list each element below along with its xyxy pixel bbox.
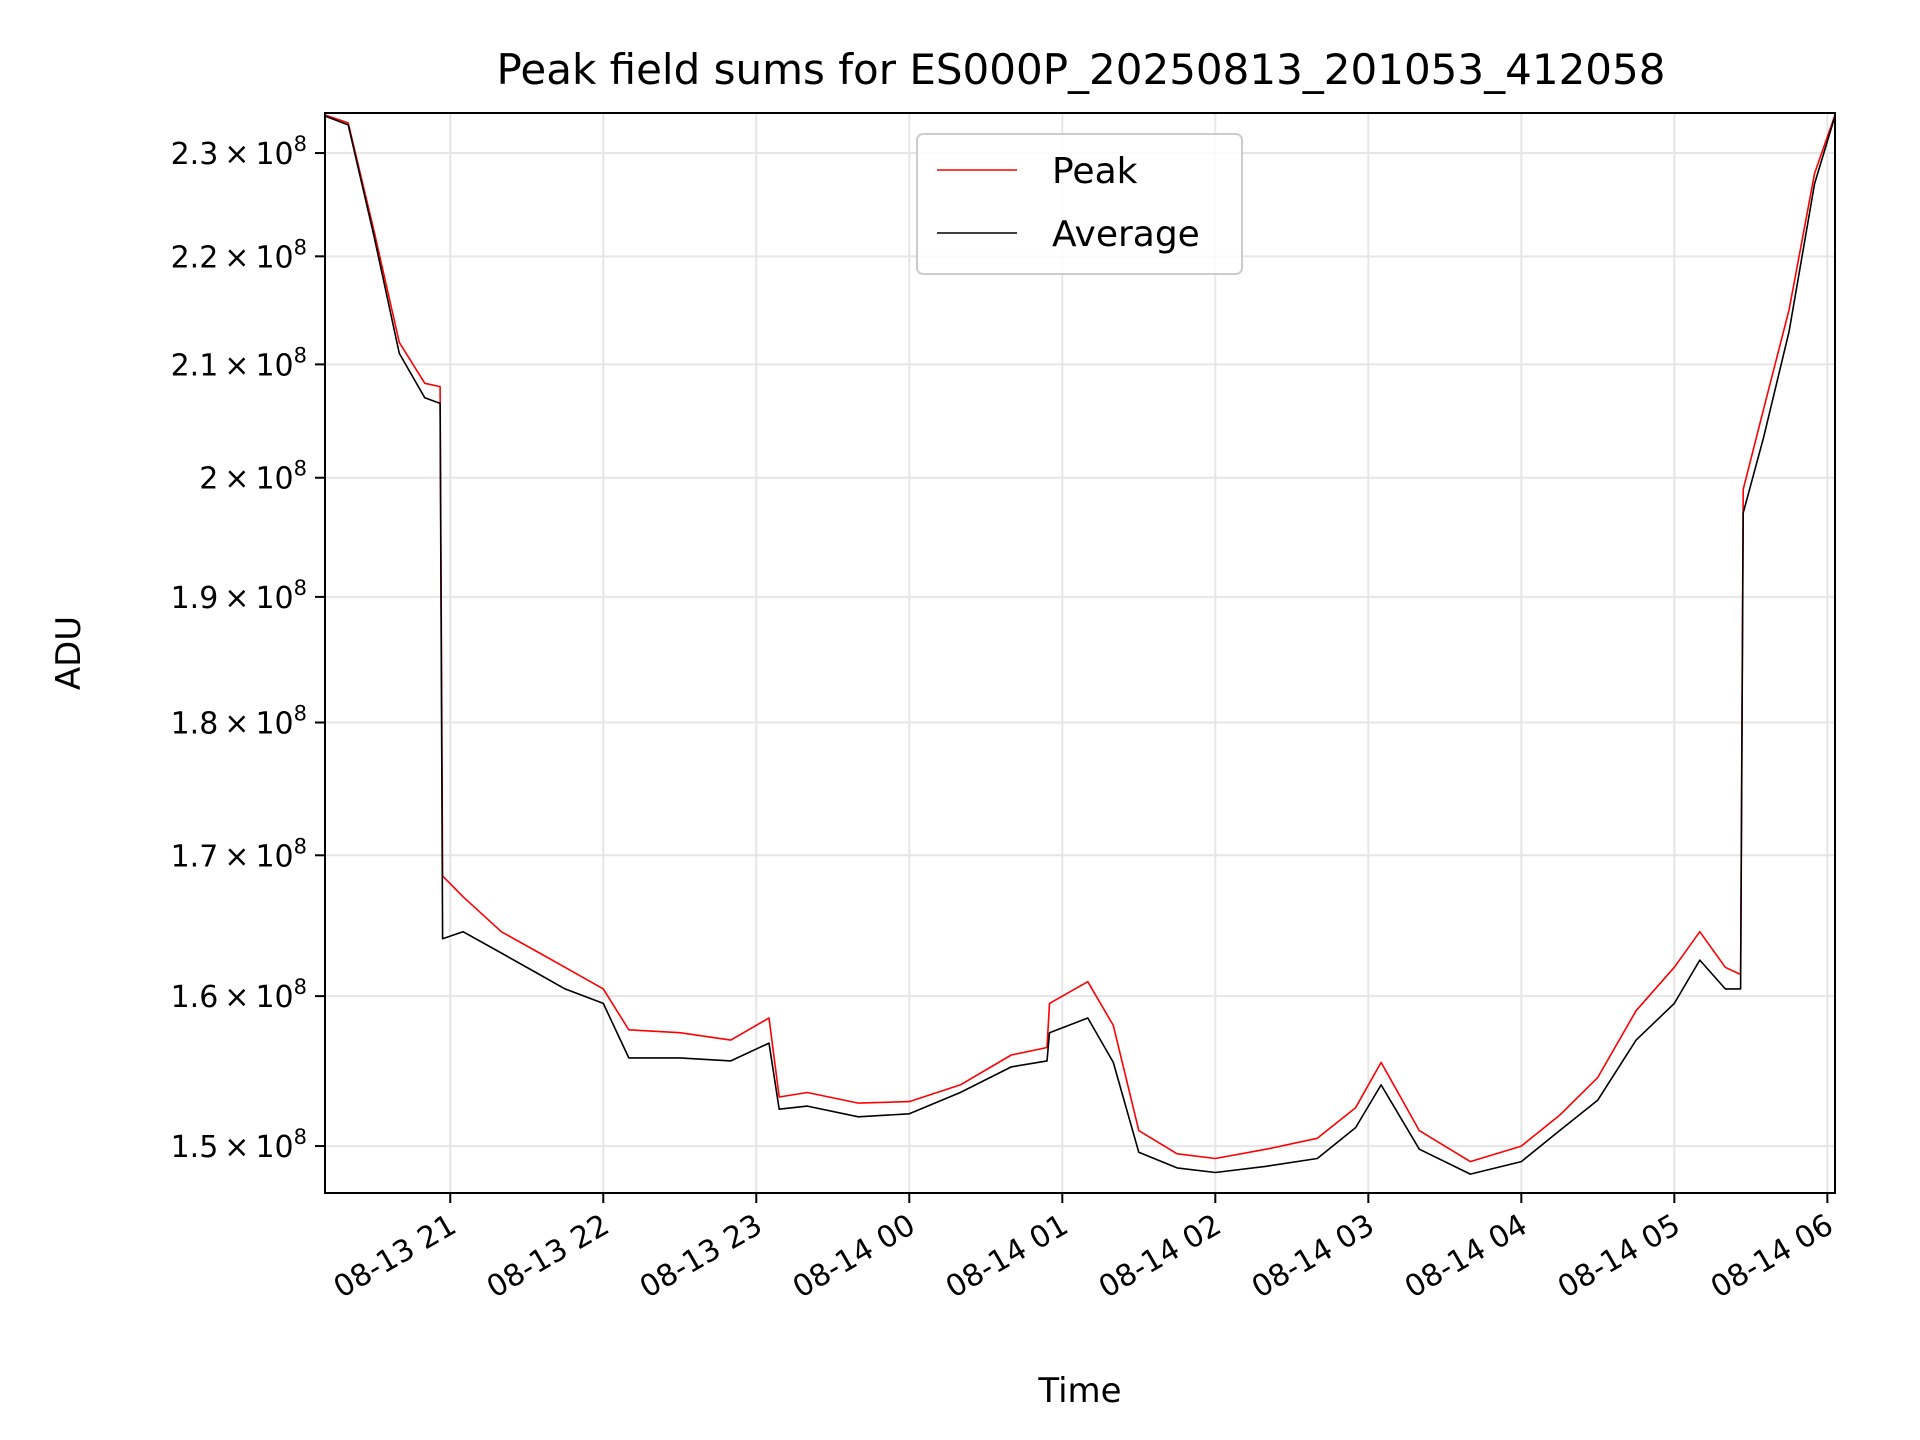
x-tick-label: 08-14 05 xyxy=(1552,1208,1686,1306)
legend-label-average: Average xyxy=(1052,214,1200,255)
grid xyxy=(325,113,1835,1193)
x-tick-label: 08-14 02 xyxy=(1093,1208,1227,1306)
x-tick-label: 08-14 00 xyxy=(787,1208,921,1306)
series-line-peak xyxy=(325,114,1835,1163)
y-tick-label: 1.6 × 108 xyxy=(171,975,307,1015)
x-tick-label: 08-14 01 xyxy=(940,1208,1074,1306)
y-axis-title: ADU xyxy=(49,616,89,690)
x-tick-label: 08-13 21 xyxy=(328,1208,462,1306)
y-tick-label: 2.1 × 108 xyxy=(171,343,307,383)
x-axis: 08-13 21 08-13 22 08-13 23 08-14 00 08-14 01… xyxy=(328,1193,1839,1305)
series-line-average xyxy=(325,115,1835,1175)
y-tick-label: 1.5 × 108 xyxy=(171,1125,307,1165)
chart-title: Peak field sums for ES000P_20250813_2010… xyxy=(497,45,1666,94)
y-tick-label: 2 × 108 xyxy=(199,457,307,497)
plot-area xyxy=(325,113,1835,1193)
y-tick-label: 1.9 × 108 xyxy=(171,576,307,616)
x-tick-label: 08-13 23 xyxy=(634,1208,768,1306)
plot-frame xyxy=(324,112,1836,1194)
y-tick-label: 1.7 × 108 xyxy=(171,834,307,874)
x-axis-title: Time xyxy=(1037,1371,1121,1411)
legend-box xyxy=(916,133,1243,275)
series-layer xyxy=(325,114,1835,1175)
x-tick-label: 08-13 22 xyxy=(481,1208,615,1306)
x-tick-label: 08-14 03 xyxy=(1246,1208,1380,1306)
y-tick-label: 2.3 × 108 xyxy=(171,132,307,172)
legend-label-peak: Peak xyxy=(1052,151,1138,192)
y-tick-label: 2.2 × 108 xyxy=(171,235,307,275)
x-tick-label: 08-14 04 xyxy=(1399,1208,1533,1306)
y-tick-label: 1.8 × 108 xyxy=(171,702,307,742)
legend: Peak Average xyxy=(916,133,1243,275)
x-tick-label: 08-14 06 xyxy=(1705,1208,1839,1306)
y-axis: 1.5 × 108 1.6 × 108 1.7 × 108 1.8 × 108 1.9 … xyxy=(171,132,325,1165)
